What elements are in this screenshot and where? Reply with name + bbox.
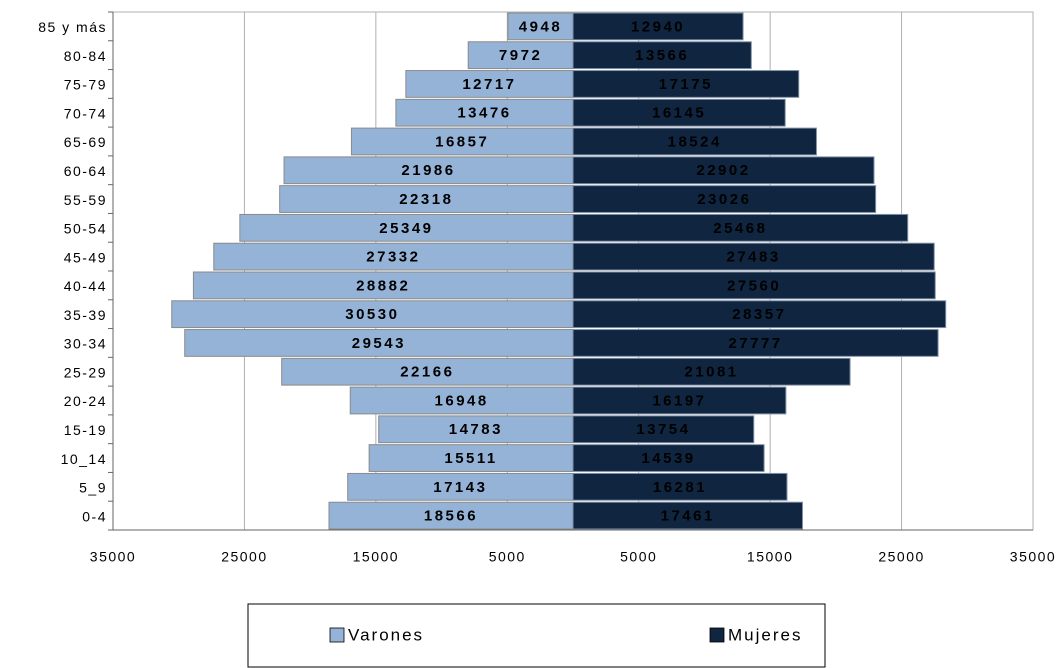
data-label: 22902 [696,162,750,179]
data-label: 16948 [435,392,489,409]
data-label: 27332 [366,249,420,266]
data-label: 29543 [352,335,406,352]
data-label: 28357 [732,306,786,323]
bar [572,357,851,386]
bar [279,185,574,213]
bar [171,300,574,329]
data-label: 18566 [424,508,478,525]
bar [572,329,939,357]
data-label: 13754 [636,421,690,438]
bar [572,501,803,530]
legend-swatch [329,627,345,643]
y-tick-label: 45-49 [64,249,107,265]
bar [328,501,574,530]
y-tick-label: 30-34 [64,336,107,352]
data-label: 14783 [449,421,503,438]
bar [507,12,574,41]
x-tick-label: 35000 [1010,549,1056,565]
legend-label: Varones [348,625,424,644]
x-tick-label: 25000 [221,549,267,565]
data-label: 4948 [519,18,562,35]
x-tick-label: 5000 [489,549,526,565]
data-label: 13566 [635,47,689,64]
bar [572,271,936,300]
y-tick-label: 75-79 [64,77,107,93]
y-tick-label: 70-74 [64,105,107,121]
y-tick-label: 10_14 [61,451,107,467]
y-tick-label: 0-4 [82,508,107,524]
bar [368,444,574,472]
data-label: 22166 [400,364,454,381]
data-label: 17461 [661,508,715,525]
data-label: 21986 [401,162,455,179]
bar [572,156,875,185]
bar [572,444,765,472]
x-tick-label: 15000 [747,549,793,565]
data-label: 12717 [462,76,516,93]
bar [349,386,574,415]
y-tick-label: 85 y más [38,19,107,35]
bar [572,98,786,127]
y-tick-label: 20-24 [64,393,107,409]
bar [572,386,787,415]
y-tick-label: 65-69 [64,134,107,150]
legend-swatch [709,627,725,643]
y-tick-label: 35-39 [64,307,107,323]
data-label: 21081 [684,364,738,381]
y-tick-label: 25-29 [64,364,107,380]
data-label: 27483 [726,249,780,266]
bar [281,357,574,386]
legend-label: Mujeres [728,625,802,644]
data-label: 13476 [457,105,511,122]
data-label: 16197 [652,392,706,409]
bar [213,242,574,271]
bar [572,127,817,156]
y-tick-label: 55-59 [64,192,107,208]
x-tick-label: 15000 [353,549,399,565]
y-tick-label: 40-44 [64,278,107,294]
data-label: 16857 [435,133,489,150]
bar [572,41,752,70]
x-tick-label: 5000 [620,549,657,565]
x-tick-label: 35000 [90,549,136,565]
data-label: 16281 [653,479,707,496]
y-tick-label: 15-19 [64,422,107,438]
y-tick-label: 5_9 [79,480,107,496]
bar [572,415,755,444]
data-label: 25349 [379,220,433,237]
data-label: 25468 [713,220,767,237]
data-label: 27777 [728,335,782,352]
data-label: 17175 [659,76,713,93]
bar [572,12,744,41]
data-label: 16145 [652,105,706,122]
x-tick-label: 25000 [878,549,924,565]
data-label: 12940 [631,18,685,35]
bar [572,242,935,271]
y-tick-label: 60-64 [64,163,107,179]
bar [347,472,574,501]
data-label: 18524 [668,133,722,150]
data-label: 22318 [399,191,453,208]
data-label: 7972 [499,47,542,64]
bar [572,213,909,242]
bar [572,185,877,213]
data-label: 28882 [356,277,410,294]
bar [350,127,574,156]
data-label: 23026 [697,191,751,208]
bar [572,70,800,98]
data-label: 27560 [727,277,781,294]
data-label: 30530 [345,306,399,323]
bar [405,70,574,98]
bar [572,300,947,329]
y-tick-label: 80-84 [64,48,107,64]
bar [572,472,788,501]
data-label: 17143 [433,479,487,496]
data-label: 14539 [641,450,695,467]
y-tick-label: 50-54 [64,221,107,237]
data-label: 15511 [444,450,497,467]
bar [378,415,574,444]
